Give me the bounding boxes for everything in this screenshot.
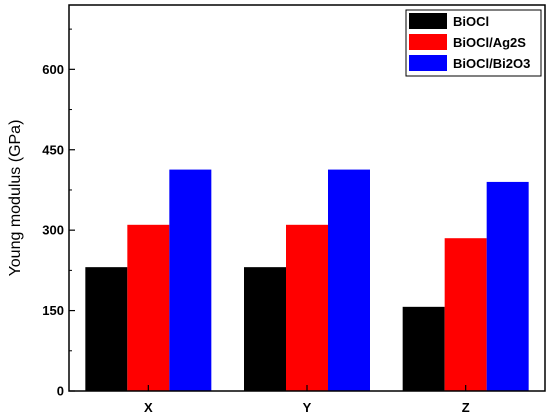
bar-biocl-ag2s-z xyxy=(444,238,487,391)
legend-swatch xyxy=(409,34,447,50)
legend-label: BiOCl xyxy=(453,14,489,29)
y-tick-label: 450 xyxy=(42,142,64,157)
legend: BiOCl BiOCl/Ag2S BiOCl/Bi2O3 xyxy=(405,9,542,77)
bar-biocl-bi2o3-z xyxy=(486,181,529,391)
bar-biocl-bi2o3-x xyxy=(169,169,212,391)
y-tick-label: 600 xyxy=(42,62,64,77)
y-tick-label: 150 xyxy=(42,303,64,318)
bar-biocl-ag2s-x xyxy=(127,224,170,391)
y-axis: 0 150 300 450 600 xyxy=(42,28,75,399)
legend-label: BiOCl/Ag2S xyxy=(453,35,526,50)
bar-biocl-ag2s-y xyxy=(286,224,328,391)
bar-biocl-z xyxy=(402,306,445,391)
x-tick-label: X xyxy=(144,400,153,415)
x-tick-label: Y xyxy=(303,400,312,415)
bars-group xyxy=(85,169,529,391)
legend-label: BiOCl/Bi2O3 xyxy=(453,56,530,71)
x-tick-label: Z xyxy=(462,400,470,415)
legend-swatch xyxy=(409,55,447,71)
bar-biocl-x xyxy=(85,267,128,391)
bar-biocl-y xyxy=(244,267,286,391)
bar-biocl-bi2o3-y xyxy=(328,169,370,391)
y-tick-label: 0 xyxy=(57,384,64,399)
x-axis: X Y Z xyxy=(144,385,470,415)
legend-swatch xyxy=(409,13,447,29)
y-axis-title: Young modulus (GPa) xyxy=(7,120,24,277)
y-tick-label: 300 xyxy=(42,223,64,238)
